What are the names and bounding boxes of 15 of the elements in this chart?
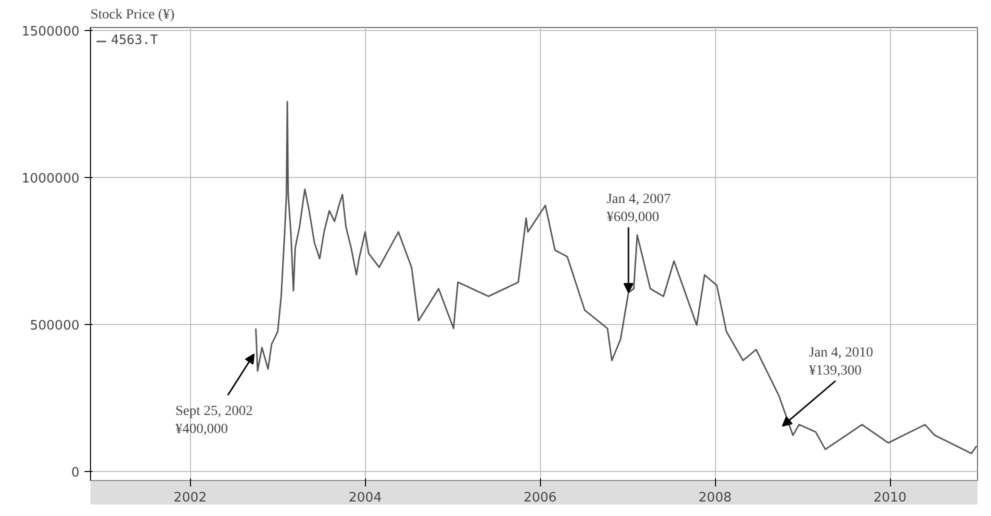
x-tick-label: 2006 (524, 490, 557, 506)
annotation: Jan 4, 2010 ¥139,300 (808, 346, 874, 379)
y-tick-label: 500000 (30, 318, 80, 334)
legend-label: 4563.T (111, 33, 158, 48)
chart-title: Stock Price (¥) (90, 8, 175, 22)
annotation: Jan 4, 2007 ¥609,000 (606, 192, 671, 225)
x-tick-label: 2008 (698, 490, 732, 506)
x-tick-label: 2010 (873, 490, 907, 506)
annotation: Sept 25, 2002 ¥400,000 (175, 404, 253, 438)
y-tick-label: 1500000 (22, 24, 80, 40)
x-tick-label: 2002 (174, 490, 207, 506)
y-tick-label: 1000000 (22, 172, 80, 187)
y-tick-label: 0 (71, 466, 80, 481)
line-series (255, 100, 978, 454)
x-tick-label: 2004 (348, 490, 382, 506)
